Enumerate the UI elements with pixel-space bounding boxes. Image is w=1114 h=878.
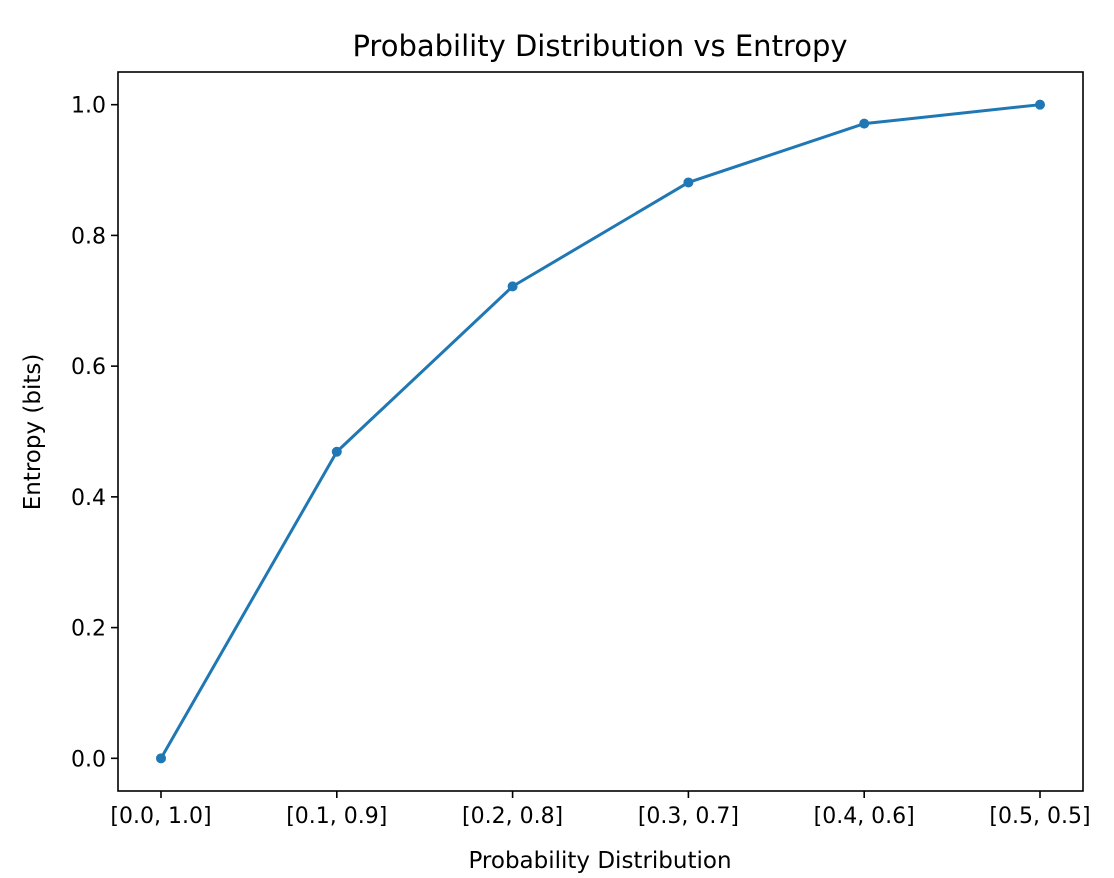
data-point-3 [683,177,694,188]
data-point-4 [859,118,870,129]
chart-title: Probability Distribution vs Entropy [352,29,847,63]
y-tick-label-5: 1.0 [71,94,106,119]
x-tick-label-0: [0.0, 1.0] [110,804,211,829]
x-tick-label-2: [0.2, 0.8] [462,804,563,829]
data-point-2 [507,281,518,292]
x-tick-label-3: [0.3, 0.7] [638,804,739,829]
series-line-0 [159,103,1041,760]
x-axis-label: Probability Distribution [468,848,731,874]
y-tick-label-0: 0.0 [71,747,106,772]
data-point-1 [331,446,342,457]
plot-area: [0.0, 1.0] [0.1, 0.9] [0.2, 0.8] [0.3, 0.7]… [71,71,1091,829]
y-tick-label-1: 0.2 [71,617,106,642]
x-tick-label-5: [0.5, 0.5] [989,804,1090,829]
data-point-0 [156,753,166,764]
axes-frame [117,71,1084,792]
y-tick-label-4: 0.8 [71,224,106,249]
y-tick-label-3: 0.6 [71,355,106,380]
x-tick-label-4: [0.4, 0.6] [814,804,915,829]
y-axis-label: Entropy (bits) [20,354,46,511]
x-tick-label-1: [0.1, 0.9] [286,804,387,829]
y-tick-label-2: 0.4 [71,486,106,511]
data-point-5 [1035,99,1045,110]
